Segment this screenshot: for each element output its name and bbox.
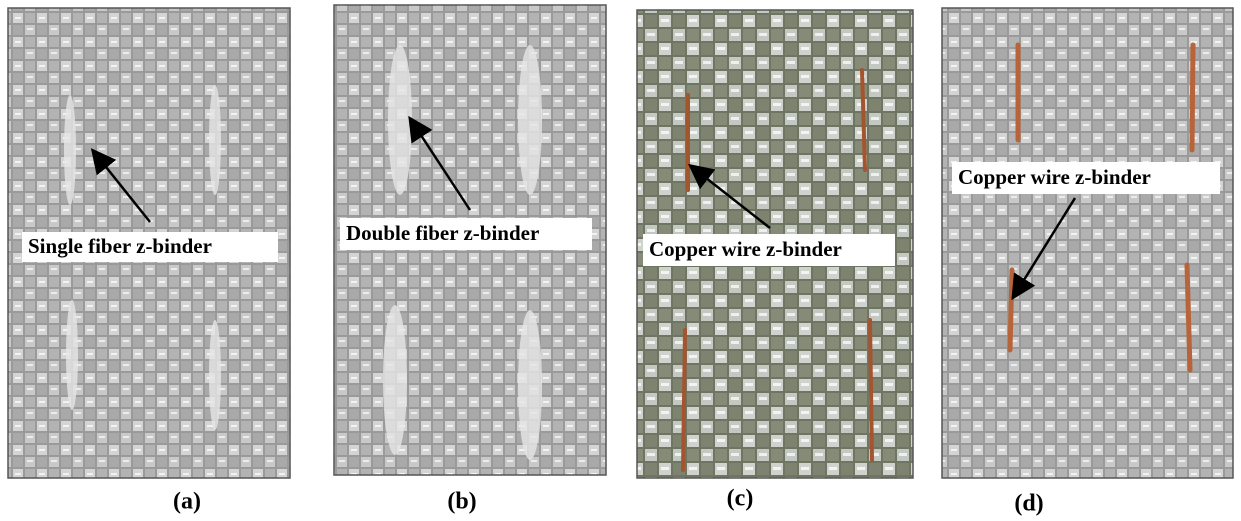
panel-d: Copper wire z-binder (d) — [942, 8, 1233, 517]
panel-b: Double fiber z-binder (b) — [334, 5, 606, 515]
caption: (b) — [447, 489, 476, 515]
panel-a: Single fiber z-binder (a) — [8, 8, 290, 515]
caption: (a) — [173, 489, 201, 515]
caption: (c) — [727, 486, 754, 512]
label: Copper wire z-binder — [649, 237, 842, 261]
figure: Single fiber z-binder (a) Double fiber z… — [0, 0, 1241, 521]
panel-c: Copper wire z-binder (c) — [637, 10, 913, 512]
page: Single fiber z-binder (a) Double fiber z… — [0, 0, 1241, 521]
label: Single fiber z-binder — [28, 234, 212, 258]
label: Copper wire z-binder — [958, 165, 1151, 189]
label: Double fiber z-binder — [346, 221, 539, 245]
caption: (d) — [1014, 491, 1043, 517]
